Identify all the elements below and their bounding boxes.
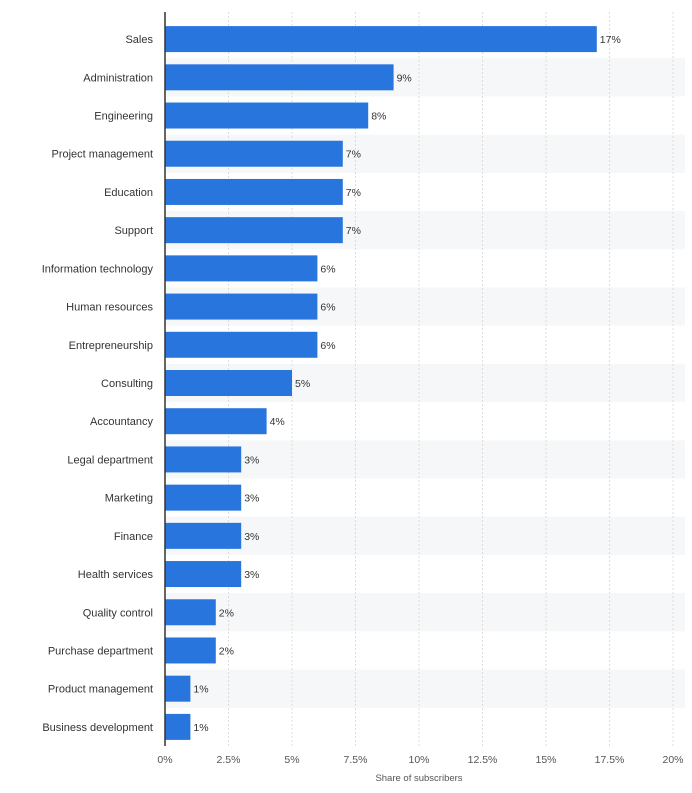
- bars: [165, 26, 597, 740]
- category-label: Legal department: [67, 454, 153, 466]
- category-label: Human resources: [66, 302, 153, 314]
- data-label: 2%: [219, 607, 234, 619]
- data-label: 1%: [193, 722, 208, 734]
- data-label: 3%: [244, 569, 259, 581]
- data-label: 6%: [320, 302, 335, 314]
- category-label: Quality control: [83, 607, 153, 619]
- x-tick-label: 10%: [408, 754, 429, 766]
- data-label: 3%: [244, 531, 259, 543]
- bar: [165, 64, 394, 91]
- bar: [165, 102, 369, 129]
- data-labels: 17% 9% 8% 7% 7% 7% 6% 6% 6% 5% 4% 3% 3% 3% 3% 2% 2% 1% 1%: [193, 34, 620, 734]
- category-label: Purchase department: [48, 645, 153, 657]
- data-label: 7%: [346, 225, 361, 237]
- bar: [165, 675, 191, 702]
- bar: [165, 178, 343, 205]
- data-label: 7%: [346, 149, 361, 161]
- data-label: 4%: [270, 416, 285, 428]
- category-label: Support: [114, 225, 153, 237]
- category-label: Consulting: [101, 378, 153, 390]
- category-label: Administration: [83, 72, 153, 84]
- row-band: [165, 593, 685, 632]
- row-band: [165, 516, 685, 555]
- bar: [165, 140, 343, 167]
- bar: [165, 255, 318, 282]
- bar: [165, 217, 343, 244]
- category-label: Engineering: [94, 111, 153, 123]
- category-label: Business development: [42, 722, 153, 734]
- x-tick-label: 12.5%: [468, 754, 498, 766]
- category-label: Sales: [125, 34, 153, 46]
- data-label: 7%: [346, 187, 361, 199]
- category-label: Finance: [114, 531, 153, 543]
- x-tick-label: 20%: [662, 754, 683, 766]
- x-tick-label: 15%: [535, 754, 556, 766]
- bar: [165, 370, 292, 396]
- bar: [165, 331, 318, 358]
- bar: [165, 446, 242, 473]
- data-label: 6%: [320, 340, 335, 352]
- row-band: [165, 440, 685, 479]
- category-label: Entrepreneurship: [69, 340, 153, 352]
- bar: [165, 408, 267, 435]
- x-axis-ticks: 0% 2.5% 5% 7.5% 10% 12.5% 15% 17.5% 20%: [157, 754, 683, 766]
- category-label: Project management: [52, 149, 154, 161]
- data-label: 3%: [244, 454, 259, 466]
- x-tick-label: 17.5%: [595, 754, 625, 766]
- bar: [165, 599, 216, 626]
- bar: [165, 484, 242, 511]
- data-label: 6%: [320, 263, 335, 275]
- x-tick-label: 0%: [157, 754, 172, 766]
- data-label: 2%: [219, 645, 234, 657]
- data-label: 1%: [193, 684, 208, 696]
- bar: [165, 713, 191, 740]
- x-tick-label: 2.5%: [217, 754, 241, 766]
- category-label: Health services: [78, 569, 154, 581]
- x-tick-label: 5%: [284, 754, 299, 766]
- data-label: 3%: [244, 493, 259, 505]
- bar: [165, 522, 242, 549]
- data-label: 5%: [295, 378, 310, 390]
- data-label: 17%: [600, 34, 621, 46]
- bar: [165, 561, 242, 588]
- data-label: 8%: [371, 111, 386, 123]
- x-axis-title: Share of subscribers: [375, 773, 462, 784]
- bar: [165, 637, 216, 664]
- bar: [165, 26, 597, 53]
- category-label: Marketing: [105, 493, 153, 505]
- category-label: Product management: [48, 684, 153, 696]
- category-label: Education: [104, 187, 153, 199]
- row-band: [165, 669, 685, 708]
- category-labels: Sales Administration Engineering Project ma…: [42, 34, 154, 734]
- category-label: Information technology: [42, 263, 154, 275]
- data-label: 9%: [397, 72, 412, 84]
- x-tick-label: 7.5%: [344, 754, 368, 766]
- bar: [165, 293, 318, 320]
- category-label: Accountancy: [90, 416, 153, 428]
